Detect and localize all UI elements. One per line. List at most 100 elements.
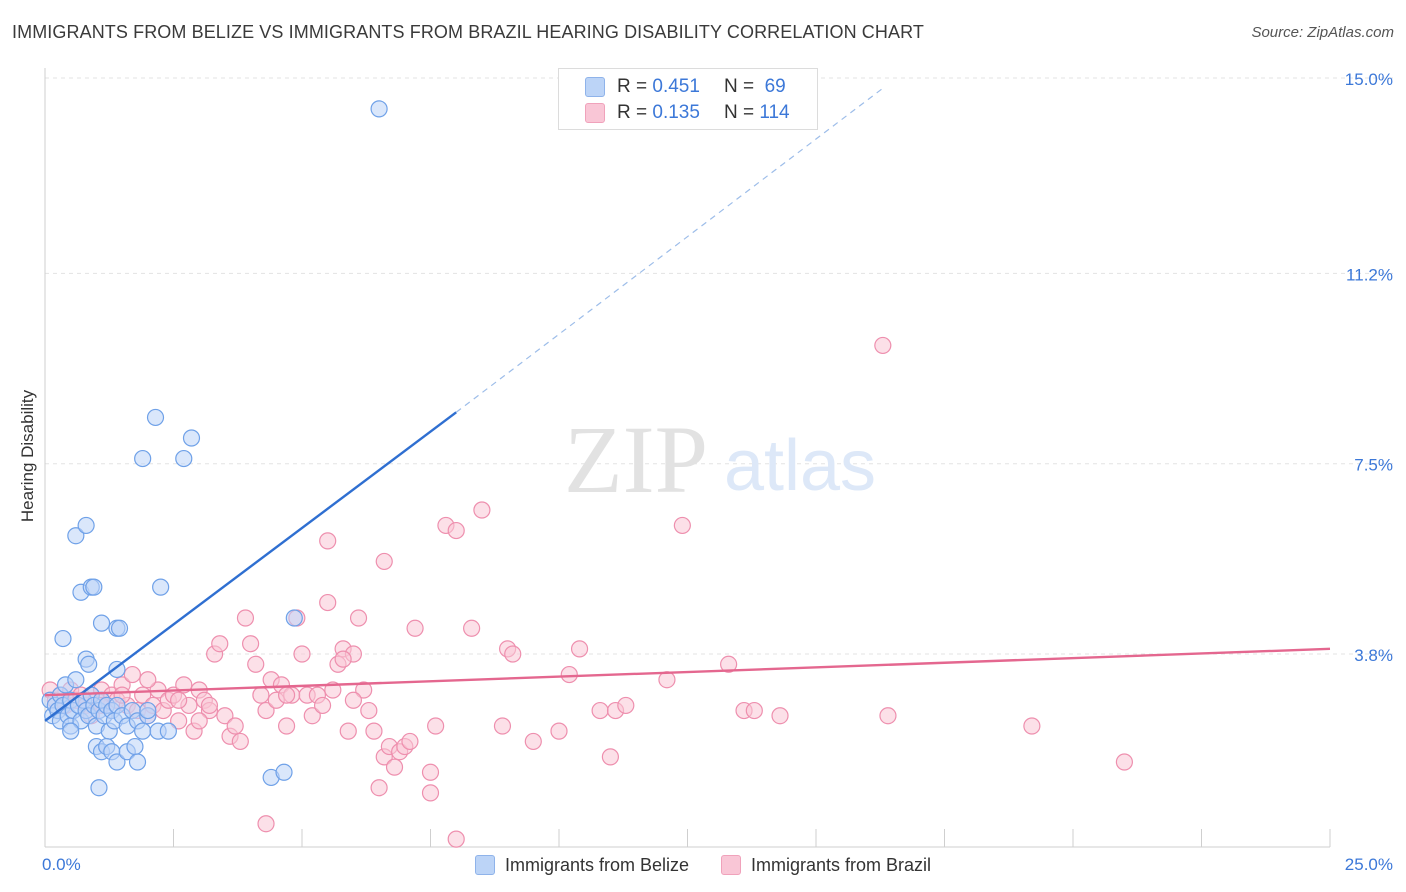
- legend-brazil-label: Immigrants from Brazil: [751, 854, 932, 875]
- brazil-point: [236, 609, 255, 627]
- brazil-point: [473, 501, 491, 519]
- brazil-point: [771, 707, 789, 725]
- trend-lines: [44, 87, 1331, 722]
- belize-point: [152, 578, 170, 596]
- legend-item-brazil[interactable]: Immigrants from Brazil: [721, 855, 931, 876]
- watermark-atlas: atlas: [724, 426, 876, 506]
- y-axis-title: Hearing Disability: [18, 389, 37, 522]
- brazil-point: [879, 707, 897, 725]
- x-tick-label: 0.0%: [42, 855, 81, 874]
- brazil-point: [293, 645, 311, 663]
- belize-point: [139, 701, 157, 720]
- belize-point: [108, 753, 126, 771]
- brazil-point: [401, 732, 419, 751]
- belize-point: [85, 578, 103, 596]
- brazil-point: [673, 516, 691, 535]
- brazil-r-label: R =: [617, 102, 648, 123]
- brazil-point: [344, 691, 362, 709]
- brazil-point: [319, 593, 337, 612]
- belize-point: [108, 660, 126, 679]
- brazil-point: [447, 521, 465, 540]
- brazil-point: [463, 619, 481, 637]
- brazil-point: [252, 686, 270, 704]
- stats-legend: R = 0.451 N = 69 R = 0.135 N = 114: [558, 68, 818, 130]
- brazil-point: [319, 532, 337, 550]
- brazil-swatch: [585, 103, 605, 123]
- stats-row-belize: R = 0.451 N = 69: [585, 74, 786, 100]
- belize-point: [370, 100, 388, 118]
- brazil-point: [1115, 753, 1134, 771]
- watermark: ZIP atlas: [564, 406, 876, 513]
- brazil-point: [447, 830, 465, 848]
- brazil-point: [370, 779, 388, 797]
- belize-r-value: 0.451: [652, 76, 700, 97]
- belize-point: [92, 614, 111, 632]
- belize-point: [126, 737, 144, 756]
- y-tick-label: 3.8%: [1354, 646, 1393, 665]
- brazil-point: [421, 784, 440, 802]
- brazil-n-label: N =: [723, 102, 755, 123]
- brazil-point: [874, 336, 892, 355]
- brazil-point: [190, 712, 208, 730]
- bottom-legend: Immigrants from Belize Immigrants from B…: [0, 852, 1406, 878]
- brazil-point: [745, 701, 763, 720]
- chart-title: IMMIGRANTS FROM BELIZE VS IMMIGRANTS FRO…: [12, 22, 924, 42]
- belize-r-label: R =: [617, 76, 648, 97]
- brazil-point: [601, 748, 620, 766]
- brazil-point: [216, 707, 234, 725]
- brazil-point: [365, 722, 383, 740]
- axis-labels: 3.8% 7.5% 11.2% 15.0% 0.0% 25.0% Hearing Disab…: [18, 70, 1393, 874]
- belize-point: [67, 527, 85, 545]
- brazil-point: [421, 763, 440, 781]
- brazil-point: [375, 552, 393, 571]
- brazil-point: [226, 717, 244, 735]
- brazil-point: [211, 635, 229, 653]
- legend-brazil-swatch: [721, 855, 741, 875]
- brazil-point: [257, 701, 275, 720]
- brazil-point: [617, 696, 635, 715]
- belize-point: [146, 408, 165, 427]
- brazil-point: [406, 619, 424, 637]
- brazil-point: [277, 717, 296, 735]
- brazil-point: [504, 645, 522, 663]
- belize-point: [159, 722, 177, 740]
- legend-belize-swatch: [474, 855, 495, 875]
- x-tick-label: 25.0%: [1345, 855, 1393, 874]
- brazil-point: [385, 758, 404, 776]
- belize-point: [110, 619, 129, 637]
- legend-item-belize[interactable]: Immigrants from Belize: [474, 854, 689, 876]
- legend-belize-label: Immigrants from Belize: [504, 854, 689, 875]
- watermark-zip: ZIP: [564, 406, 708, 513]
- brazil-point: [257, 815, 275, 833]
- brazil-point: [427, 717, 445, 735]
- belize-point: [128, 753, 147, 771]
- brazil-point: [360, 701, 378, 720]
- brazil-point: [242, 635, 260, 653]
- brazil-point: [349, 609, 368, 627]
- brazil-point: [313, 696, 332, 715]
- brazil-point: [550, 722, 568, 740]
- brazil-point: [334, 650, 352, 668]
- belize-trend-line: [44, 411, 457, 722]
- brazil-point: [355, 681, 373, 699]
- belize-point: [54, 629, 72, 648]
- brazil-point: [591, 701, 609, 720]
- belize-point: [77, 516, 95, 535]
- brazil-point: [524, 732, 542, 751]
- brazil-r-value: 0.135: [652, 102, 700, 123]
- brazil-point: [720, 655, 738, 673]
- brazil-point: [139, 671, 157, 689]
- belize-point: [80, 655, 98, 673]
- belize-point: [175, 449, 193, 468]
- brazil-point: [170, 691, 188, 709]
- y-tick-label: 7.5%: [1354, 456, 1393, 475]
- brazil-trend-line: [44, 647, 1331, 697]
- series-belize-points: [41, 100, 388, 797]
- belize-trend-extension: [455, 87, 884, 413]
- brazil-point: [303, 707, 321, 725]
- belize-n-value: 69: [764, 76, 786, 97]
- brazil-point: [339, 722, 357, 740]
- belize-point: [134, 722, 152, 740]
- belize-point: [67, 671, 85, 689]
- belize-n-label: N =: [723, 76, 755, 97]
